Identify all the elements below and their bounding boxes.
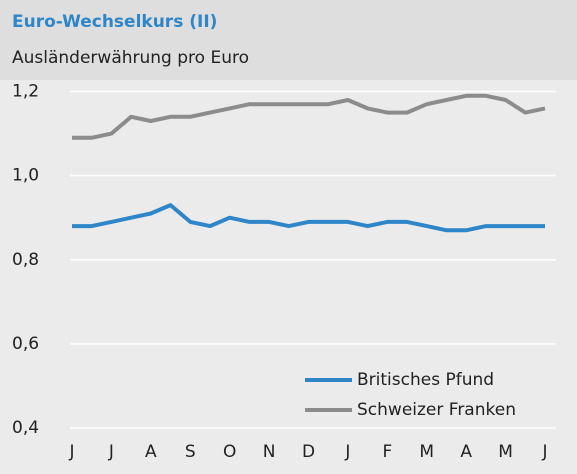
legend-label: Britisches Pfund	[357, 370, 494, 390]
y-tick-label: 1,0	[12, 166, 39, 186]
x-tick-label: J	[108, 442, 114, 462]
y-tick-label: 1,2	[12, 82, 39, 102]
x-tick-label: M	[498, 442, 513, 462]
header-band	[0, 0, 577, 80]
data-line	[72, 203, 545, 233]
chart-title: Euro-Wechselkurs (II)	[12, 12, 217, 32]
x-tick-label: M	[419, 442, 434, 462]
y-tick-label: 0,4	[12, 418, 39, 438]
x-tick-label: J	[541, 442, 547, 462]
x-tick-label: N	[263, 442, 276, 462]
x-tick-label: A	[145, 442, 157, 462]
x-tick-label: S	[185, 442, 196, 462]
x-tick-label: D	[302, 442, 315, 462]
y-tick-label: 0,8	[12, 250, 39, 270]
chart-subtitle: Ausländerwährung pro Euro	[12, 48, 249, 68]
x-tick-label: A	[460, 442, 472, 462]
y-tick-label: 0,6	[12, 334, 39, 354]
x-tick-label: O	[223, 442, 236, 462]
data-line	[72, 93, 546, 140]
legend-label: Schweizer Franken	[357, 400, 516, 420]
x-tick-label: J	[344, 442, 350, 462]
x-tick-label: F	[382, 442, 392, 462]
x-tick-label: J	[68, 442, 74, 462]
